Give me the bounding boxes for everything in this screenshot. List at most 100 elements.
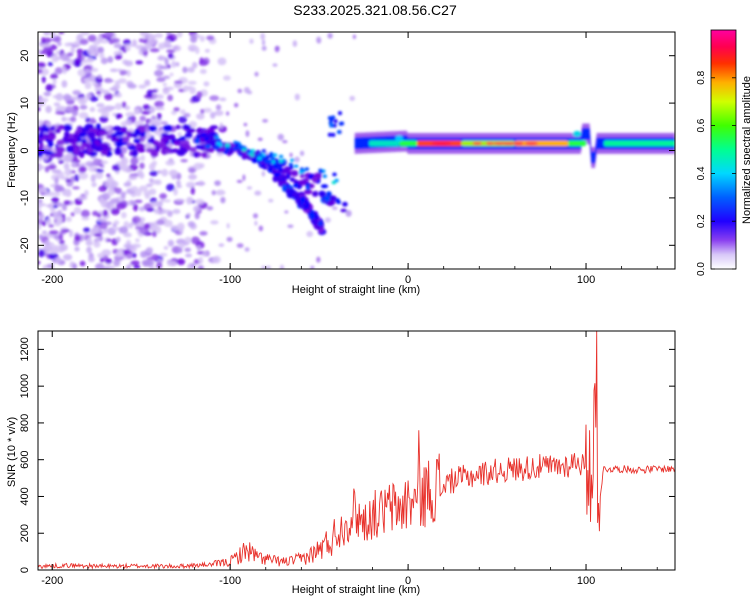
band-blob [132,149,138,158]
main-band-segment [368,140,400,147]
noise-blob [215,189,226,196]
noise-blob [252,213,259,219]
noise-blob [96,169,104,173]
snr-xlabel: Height of straight line (km) [292,584,420,596]
main-band-segment [514,140,569,147]
snr-xtick-label: 100 [577,575,595,587]
noise-blob [352,34,357,39]
noise-blob [64,42,72,47]
noise-blob [112,164,121,172]
band-blob [184,132,193,139]
noise-blob [41,221,47,227]
noise-blob [113,220,120,226]
noise-blob [141,110,151,115]
noise-blob [104,93,113,101]
snr-ylabel: SNR (10 * v/v) [6,417,18,487]
colorbar-tick-label: 0.8 [696,70,707,84]
noise-blob [148,188,157,196]
noise-blob [85,240,94,247]
noise-blob [199,231,208,236]
noise-blob [289,152,293,158]
track-blob [226,146,231,152]
noise-blob [38,210,42,216]
track-blob [293,182,300,188]
noise-blob [128,175,138,180]
band-blob [114,147,122,155]
spectrogram-texture [38,32,675,269]
track-blob [304,189,313,195]
snr-frame [37,330,676,571]
track-blob [281,184,287,191]
noise-blob [62,190,68,197]
noise-blob [101,192,111,200]
track-highlight [246,149,252,153]
band-blob [133,138,141,144]
band-blob [87,131,96,140]
noise-blob [74,235,81,242]
noise-blob [38,203,42,211]
track-highlight [264,159,269,163]
noise-blob [210,111,216,119]
noise-blob [51,169,61,174]
noise-blob [204,48,210,53]
track-blob [327,132,332,137]
noise-blob [130,115,136,124]
noise-blob [145,183,153,188]
noise-blob [39,97,49,103]
noise-blob [262,118,269,123]
noise-blob [156,170,163,174]
noise-blob [189,47,195,52]
noise-blob [172,45,182,52]
noise-blob [80,209,90,218]
noise-blob [62,254,73,261]
spectrogram-xtick-label: -200 [41,274,63,286]
noise-blob [55,50,61,55]
noise-blob [153,208,161,214]
track-highlight [278,154,284,159]
noise-blob [87,34,97,42]
noise-blob [154,69,164,77]
track-blob [314,214,320,221]
noise-blob [173,187,178,196]
noise-blob [81,216,90,221]
noise-blob [97,252,105,258]
track-blob [268,165,274,170]
noise-blob [124,105,131,111]
track-blob [295,197,300,203]
noise-blob [49,165,55,170]
noise-blob [345,209,352,217]
spectrogram-xtick-label: 0 [405,274,411,286]
track-blob [277,163,283,169]
noise-blob [176,184,183,189]
track-blob [212,146,221,150]
noise-blob [243,87,250,94]
track-blob [290,170,299,177]
spectrogram-marks [38,32,675,269]
band-blob [195,144,205,150]
noise-blob [151,115,156,120]
noise-blob [66,152,74,161]
track-blob [327,115,332,120]
snr-ytick-label: 600 [19,451,31,469]
noise-blob [77,195,88,201]
noise-blob [97,74,102,79]
noise-blob [113,259,121,267]
noise-blob [126,69,131,77]
noise-blob [155,106,165,111]
track-highlight [332,172,337,177]
noise-blob [206,35,215,41]
noise-blob [260,33,266,40]
noise-blob [95,263,105,269]
noise-blob [272,63,278,67]
noise-blob [72,186,80,190]
noise-blob [45,84,53,92]
track-blob [318,190,326,197]
noise-blob [143,223,151,230]
noise-blob [236,179,243,183]
noise-blob [148,227,158,232]
noise-blob [66,52,74,57]
noise-blob [114,102,123,110]
noise-blob [99,221,108,230]
